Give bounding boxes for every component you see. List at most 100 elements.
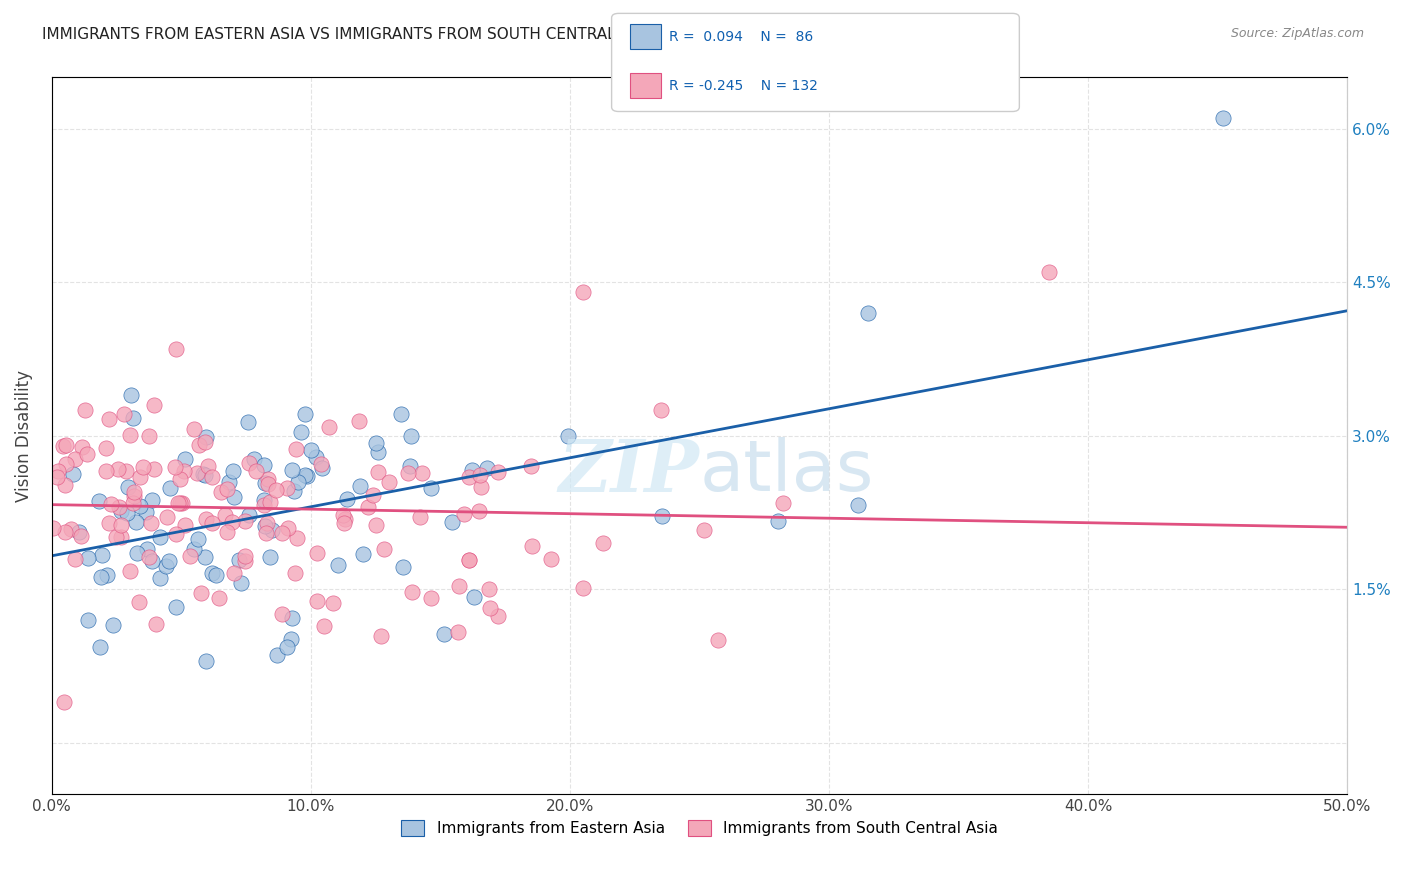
Point (401, 428, 423, 442)
Point (294, 468, 316, 483)
Point (159, 481, 181, 495)
Point (326, 558, 349, 573)
Point (238, 508, 260, 522)
Point (149, 571, 172, 585)
Point (477, 461, 499, 475)
Point (221, 515, 243, 529)
Point (392, 560, 415, 574)
Point (305, 546, 328, 560)
Point (110, 503, 132, 517)
Point (290, 425, 312, 440)
Point (284, 442, 307, 456)
Text: Source: ZipAtlas.com: Source: ZipAtlas.com (1230, 27, 1364, 40)
Point (333, 516, 356, 530)
Point (122, 489, 145, 503)
Point (195, 512, 218, 526)
Point (266, 648, 288, 662)
Point (139, 516, 162, 530)
Point (42, 521, 65, 535)
Point (420, 481, 443, 495)
Point (285, 531, 308, 545)
Point (121, 388, 143, 402)
Point (46, 464, 69, 478)
Point (214, 508, 236, 522)
Point (280, 632, 302, 646)
Point (209, 484, 232, 499)
Point (97, 412, 120, 426)
Text: ZIP: ZIP (558, 436, 700, 507)
Point (235, 553, 257, 567)
Point (138, 549, 160, 564)
Point (70, 529, 93, 543)
Point (194, 550, 217, 565)
Point (122, 410, 145, 425)
Point (110, 518, 132, 533)
Point (122, 484, 145, 499)
Point (90, 570, 112, 584)
Point (100, 498, 122, 512)
Point (170, 496, 193, 510)
Point (228, 553, 250, 567)
Point (52, 438, 75, 452)
Point (132, 460, 155, 475)
Point (169, 496, 191, 510)
Point (572, 285, 595, 300)
Point (433, 626, 456, 640)
Point (135, 505, 157, 519)
Point (283, 484, 305, 499)
Point (112, 407, 135, 421)
Point (478, 601, 501, 615)
Point (253, 492, 276, 507)
Point (309, 457, 332, 471)
Point (458, 553, 481, 567)
Point (336, 491, 359, 506)
Point (200, 470, 222, 484)
Point (399, 459, 422, 474)
Point (233, 549, 256, 563)
Point (312, 619, 335, 633)
Point (540, 551, 562, 566)
Point (256, 476, 278, 491)
Point (707, 632, 730, 647)
Point (135, 542, 157, 557)
Point (352, 547, 374, 561)
Point (259, 494, 281, 508)
Point (183, 422, 205, 436)
Point (318, 420, 340, 434)
Point (187, 533, 209, 547)
Point (349, 414, 371, 428)
Point (335, 512, 357, 526)
Point (361, 488, 384, 502)
Point (364, 435, 387, 450)
Point (281, 611, 304, 625)
Point (142, 462, 165, 476)
Point (299, 443, 322, 458)
Point (76, 447, 98, 461)
Point (520, 539, 543, 553)
Point (766, 514, 789, 528)
Point (190, 586, 212, 600)
Point (520, 458, 543, 473)
Point (254, 525, 277, 540)
Legend: Immigrants from Eastern Asia, Immigrants from South Central Asia: Immigrants from Eastern Asia, Immigrants… (394, 813, 1005, 844)
Point (94, 441, 117, 455)
Point (276, 640, 298, 654)
Point (260, 523, 283, 537)
Point (651, 508, 673, 523)
Point (165, 599, 187, 614)
Point (165, 526, 187, 541)
Point (67, 524, 90, 539)
Point (222, 464, 245, 478)
Point (224, 566, 246, 581)
Point (693, 523, 716, 537)
Point (166, 496, 188, 510)
Point (169, 472, 191, 486)
Point (55, 457, 77, 471)
Point (91, 548, 114, 562)
Point (217, 524, 239, 539)
Text: R =  0.094    N =  86: R = 0.094 N = 86 (669, 29, 814, 44)
Point (63, 552, 86, 566)
Point (856, 306, 879, 320)
Point (254, 519, 277, 533)
Point (461, 463, 484, 477)
